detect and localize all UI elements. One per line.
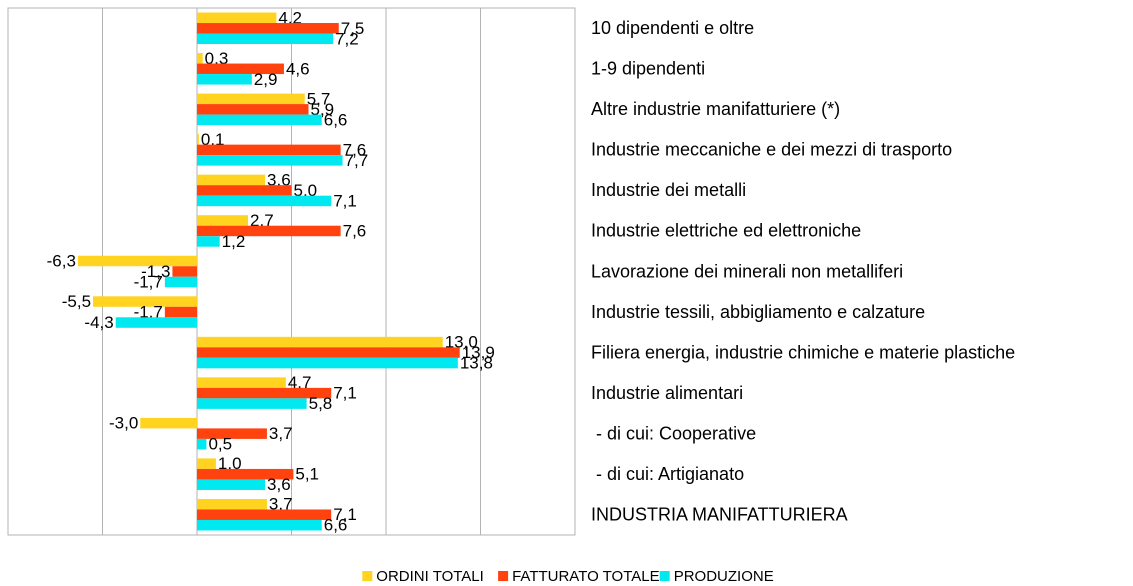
bar [197, 398, 307, 409]
bar [140, 417, 197, 429]
data-label: 7,1 [333, 505, 357, 524]
data-label: 5,1 [295, 465, 319, 484]
data-label: 0,5 [208, 435, 232, 454]
data-label: 13,9 [462, 343, 495, 362]
data-label: 7,5 [341, 19, 365, 38]
data-label: 3,6 [267, 170, 291, 189]
data-label: 6,6 [324, 516, 348, 535]
bar [197, 23, 339, 34]
category-label: 1-9 dipendenti [591, 59, 705, 79]
data-label: 4,2 [278, 8, 302, 27]
bar [77, 255, 197, 267]
bar [197, 174, 266, 186]
bar [197, 144, 341, 156]
bar [172, 266, 197, 277]
bar [197, 215, 249, 226]
bar [197, 438, 207, 450]
bar [197, 498, 267, 510]
bar [197, 12, 277, 24]
legend-swatch [362, 571, 373, 581]
data-label: 3,6 [267, 475, 291, 494]
data-label: -1,3 [141, 262, 170, 281]
bar [115, 317, 197, 328]
data-label: 7,2 [335, 29, 359, 48]
bar [197, 347, 460, 358]
data-label: -6,3 [47, 251, 76, 270]
data-label: 5,8 [309, 394, 333, 413]
legend-label: ORDINI TOTALI [376, 568, 484, 585]
bar [197, 377, 286, 388]
legend-swatch [498, 571, 509, 581]
data-label: 3,7 [269, 495, 293, 514]
bar [197, 458, 216, 469]
data-label: -3,0 [109, 414, 138, 433]
data-label: 5,9 [311, 100, 335, 119]
data-label: 0,1 [201, 130, 225, 149]
data-label: -5,5 [62, 292, 91, 311]
category-label: Altre industrie manifatturiere (*) [591, 99, 840, 119]
bar [197, 509, 332, 520]
bar [197, 93, 305, 105]
bar [164, 306, 197, 318]
data-label: 1,2 [222, 232, 246, 251]
data-label: 7,1 [333, 384, 357, 403]
bar [197, 479, 266, 490]
bar [197, 225, 341, 237]
data-label: 6,6 [324, 110, 348, 129]
category-label: INDUSTRIA MANIFATTURIERA [591, 504, 848, 524]
legend-label: PRODUZIONE [674, 568, 774, 585]
bar [197, 185, 292, 196]
data-label: 3,7 [269, 424, 293, 443]
category-label: Industrie dei metalli [591, 180, 746, 200]
data-label: 4,6 [286, 59, 310, 78]
data-label: 7,1 [333, 191, 357, 210]
category-label: - di cui: Artigianato [591, 464, 744, 484]
bar [197, 74, 252, 85]
category-label: Lavorazione dei minerali non metalliferi [591, 261, 903, 281]
data-label: 5,0 [294, 181, 318, 200]
data-label: 5,7 [307, 89, 331, 108]
bar [197, 357, 458, 369]
category-label: Industrie alimentari [591, 383, 743, 403]
bar [197, 53, 203, 64]
bar [197, 134, 199, 145]
data-label: 13,0 [445, 333, 478, 352]
bar [197, 336, 443, 348]
data-label: 2,7 [250, 211, 274, 230]
bar [93, 296, 197, 307]
bar [197, 195, 332, 207]
bar [197, 104, 309, 115]
data-label: 4,7 [288, 373, 312, 392]
bar [197, 428, 267, 439]
data-label: -1,7 [134, 303, 163, 322]
bar [164, 276, 197, 288]
category-label: - di cui: Cooperative [591, 423, 756, 443]
legend-label: FATTURATO TOTALE [512, 568, 660, 585]
category-label: Filiera energia, industrie chimiche e ma… [591, 342, 1015, 362]
category-label: Industrie meccaniche e dei mezzi di tras… [591, 140, 952, 160]
bar [197, 236, 220, 247]
data-label: 0,3 [205, 49, 229, 68]
data-label: -1,7 [134, 272, 163, 291]
data-label: 7,6 [343, 140, 367, 159]
category-label: Industrie tessili, abbigliamento e calza… [591, 302, 925, 322]
category-label: Industrie elettriche ed elettroniche [591, 221, 861, 241]
bar [197, 114, 322, 126]
data-label: 13,8 [460, 354, 493, 373]
legend-swatch [659, 571, 670, 581]
data-label: -4,3 [84, 313, 113, 332]
data-label: 7,6 [343, 221, 367, 240]
bar [197, 468, 294, 480]
data-label: 1,0 [218, 454, 242, 473]
category-label: 10 dipendenti e oltre [591, 18, 754, 38]
bar [197, 155, 343, 166]
bar [197, 387, 332, 399]
data-label: 7,7 [345, 151, 369, 170]
data-label: 2,9 [254, 70, 278, 89]
bar [197, 33, 334, 45]
bar [197, 519, 322, 531]
bar [197, 63, 284, 75]
